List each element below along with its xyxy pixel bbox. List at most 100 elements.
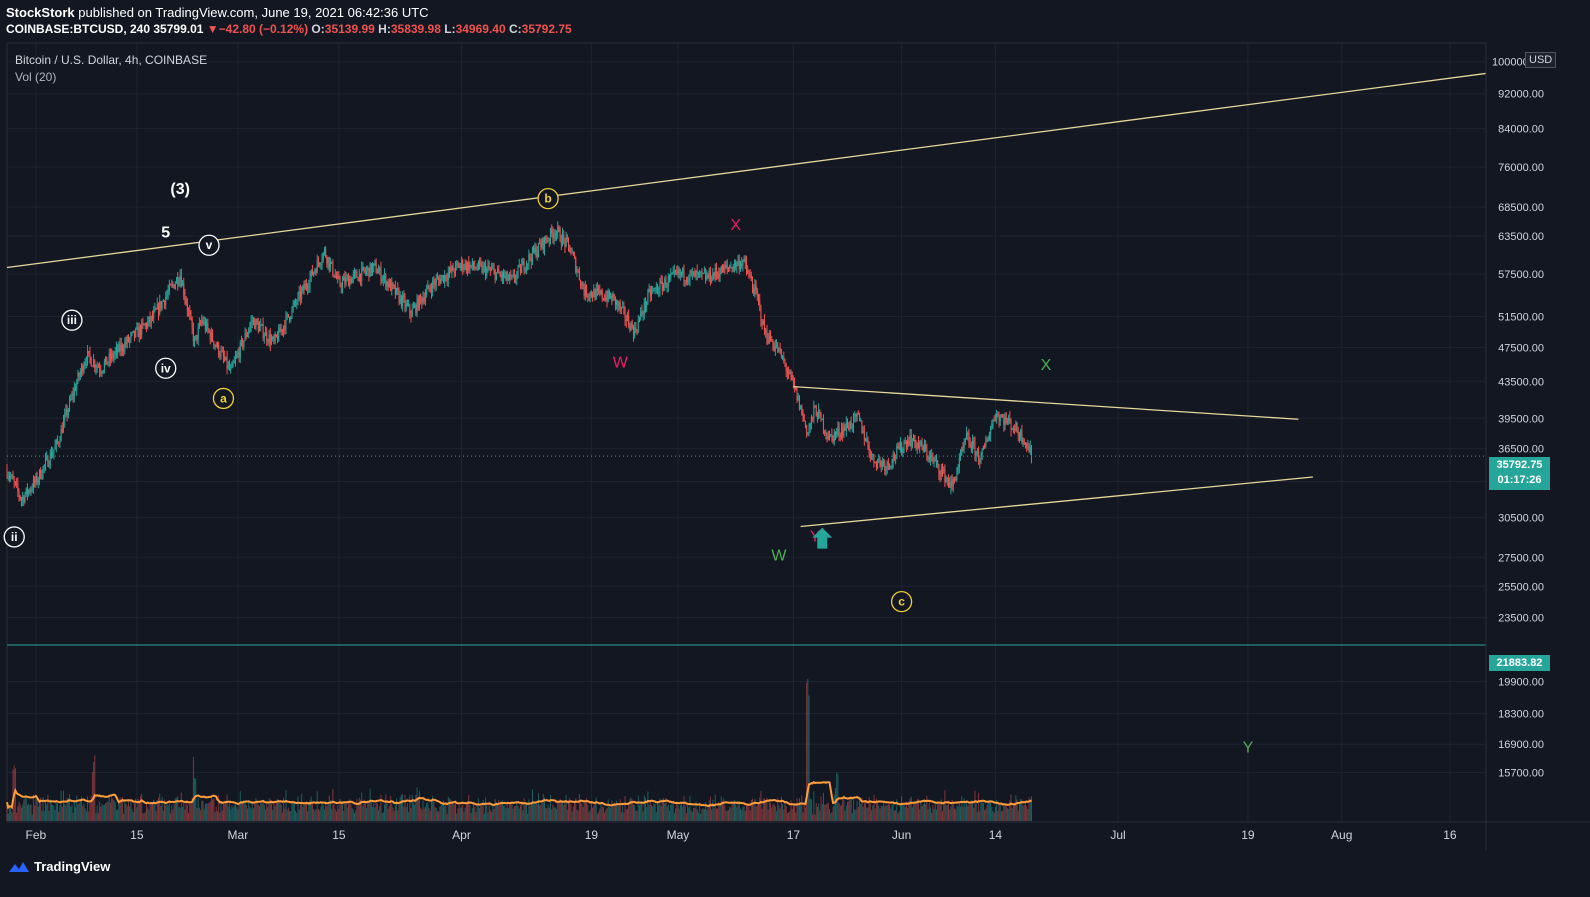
candle-body <box>1028 445 1030 453</box>
volume-bar <box>927 809 929 821</box>
volume-bar <box>715 808 717 821</box>
volume-bar <box>14 768 16 821</box>
volume-bar <box>17 806 19 821</box>
volume-bar <box>893 810 895 821</box>
candle-body <box>877 460 879 468</box>
wave-label: b <box>544 192 551 206</box>
candle-body <box>987 440 989 442</box>
candle-body <box>357 277 359 281</box>
volume-bar <box>440 804 442 821</box>
candle-body <box>702 272 704 274</box>
volume-bar <box>11 812 13 821</box>
volume-bar <box>246 808 248 821</box>
volume-bar <box>225 800 227 821</box>
currency-badge[interactable]: USD <box>1525 52 1557 68</box>
candle-body <box>594 289 596 300</box>
volume-bar <box>296 812 298 821</box>
volume-bar <box>67 798 69 821</box>
volume-bar <box>467 801 469 821</box>
volume-bar <box>238 803 240 821</box>
volume-bar <box>50 803 52 821</box>
volume-bar <box>685 813 687 821</box>
volume-bar <box>433 801 435 821</box>
volume-bar <box>403 806 405 821</box>
wave-label: v <box>206 238 213 252</box>
candle-body <box>360 273 362 281</box>
candle-body <box>840 428 842 436</box>
candle-body <box>433 280 435 283</box>
volume-bar <box>752 798 754 821</box>
candle-body <box>298 291 300 295</box>
time-tick-label: May <box>667 828 690 842</box>
candle-body <box>481 264 483 273</box>
candle-body <box>857 413 859 415</box>
volume-bar <box>949 809 951 821</box>
candle-body <box>641 311 643 315</box>
candle-body <box>468 262 470 271</box>
candle-body <box>402 295 404 306</box>
volume-legend[interactable]: Vol (20) <box>15 70 57 84</box>
candle-body <box>50 452 52 458</box>
candle-body <box>1012 428 1014 431</box>
volume-bar <box>394 805 396 821</box>
volume-bar <box>697 812 699 821</box>
volume-bar <box>249 806 251 821</box>
volume-bar <box>221 810 223 821</box>
volume-bar <box>254 803 256 821</box>
volume-bar <box>303 802 305 821</box>
volume-bar <box>649 802 651 821</box>
candle-body <box>366 270 368 273</box>
volume-bar <box>54 809 56 821</box>
candle-body <box>328 257 330 268</box>
volume-bar <box>972 800 974 821</box>
volume-bar <box>139 795 141 821</box>
candle-body <box>723 265 725 273</box>
candle-body <box>509 274 511 279</box>
tradingview-brand[interactable]: TradingView <box>8 859 110 874</box>
volume-bar <box>228 801 230 821</box>
candle-body <box>994 419 996 421</box>
volume-bar <box>392 807 394 821</box>
series-legend[interactable]: Bitcoin / U.S. Dollar, 4h, COINBASE <box>15 53 208 67</box>
volume-bar <box>644 797 646 821</box>
volume-bar <box>20 807 22 821</box>
volume-bar <box>978 792 980 821</box>
candle-body <box>174 283 176 289</box>
price-tick-label: 47500.00 <box>1498 343 1544 355</box>
candle-body <box>378 270 380 274</box>
candle-body <box>133 330 135 337</box>
candle-body <box>343 277 345 281</box>
author-name[interactable]: StockStork <box>6 5 75 20</box>
volume-bar <box>611 800 613 821</box>
price-tick-label: 16900.00 <box>1498 739 1544 751</box>
candle-body <box>618 303 620 307</box>
candle-body <box>687 280 689 282</box>
volume-bar <box>387 808 389 821</box>
candle-body <box>338 275 340 279</box>
candle-body <box>611 295 613 302</box>
volume-bar <box>782 804 784 821</box>
candle-body <box>485 265 487 276</box>
volume-bar <box>24 797 26 821</box>
candle-body <box>800 405 802 410</box>
volume-bar <box>331 809 333 821</box>
volume-bar <box>830 813 832 821</box>
time-tick-label: 19 <box>1241 828 1255 842</box>
candle-body <box>237 352 239 355</box>
volume-bar <box>755 806 757 821</box>
volume-bar <box>753 801 755 821</box>
volume-bar <box>172 809 174 821</box>
candle-body <box>568 239 570 245</box>
volume-bar <box>275 802 277 821</box>
time-tick-label: Jun <box>892 828 911 842</box>
volume-bar <box>153 799 155 821</box>
candle-body <box>828 434 830 440</box>
volume-bar <box>535 803 537 821</box>
candle-body <box>620 307 622 310</box>
time-tick-label: 19 <box>585 828 599 842</box>
volume-bar <box>482 799 484 821</box>
candle-body <box>142 322 144 324</box>
candle-body <box>461 260 463 266</box>
candle-body <box>465 262 467 271</box>
